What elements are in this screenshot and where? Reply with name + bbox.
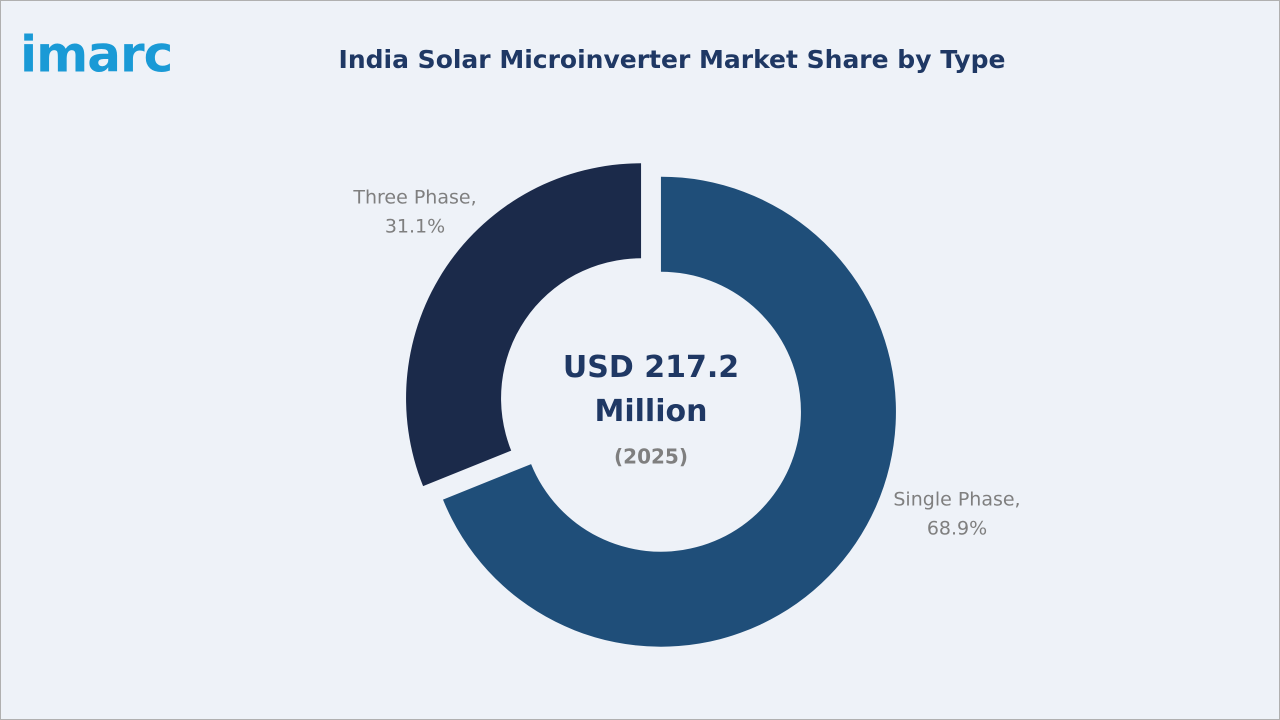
slice-category: Single Phase, <box>893 489 1020 511</box>
slice-value-label: 68.9% <box>927 518 987 540</box>
center-sublabel: (2025) <box>614 445 688 469</box>
slice-value-label: 31.1% <box>385 216 445 238</box>
center-label-line: USD 217.2 <box>563 350 739 385</box>
logo: imarc <box>20 26 172 84</box>
center-label: USD 217.2 Million <box>563 350 739 429</box>
chart-title: India Solar Microinverter Market Share b… <box>339 45 1006 74</box>
center-label-line: Million <box>595 394 708 429</box>
slice <box>406 163 642 487</box>
slice <box>442 176 896 647</box>
slice-category: Three Phase, <box>352 187 476 209</box>
